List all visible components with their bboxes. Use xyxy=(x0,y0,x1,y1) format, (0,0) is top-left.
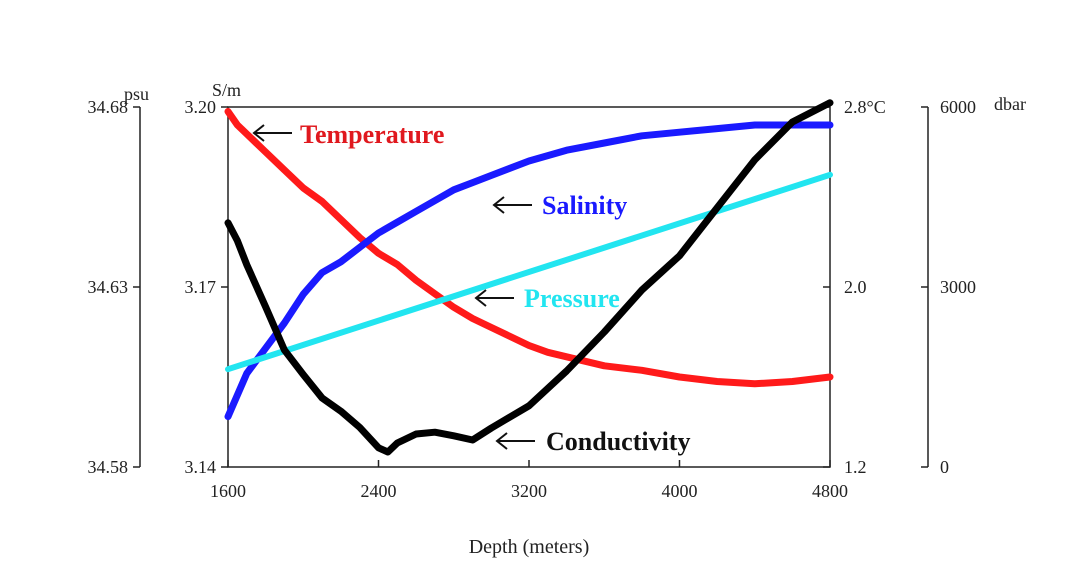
pressure-tick-label: 3000 xyxy=(940,277,976,297)
salinity-tick-label: 34.63 xyxy=(88,277,129,297)
y-axis-ticks: 34.58 34.63 34.68 3.14 3.17 3.20 1.2 2.0 2.8°C 0 3… xyxy=(88,97,977,477)
pressure-tick-label: 6000 xyxy=(940,97,976,117)
pressure-tick-label: 0 xyxy=(940,457,949,477)
temperature-annotation: Temperature xyxy=(252,120,444,149)
conductivity-annotation: Conductivity xyxy=(495,427,690,456)
pressure-annotation: Pressure xyxy=(474,284,620,313)
pressure-arrow xyxy=(474,289,514,307)
salinity-tick-label: 34.58 xyxy=(88,457,129,477)
temperature-series-line xyxy=(224,108,834,388)
temperature-tick-label: 2.0 xyxy=(844,277,867,297)
conductivity-tick-label: 3.17 xyxy=(185,277,217,297)
salinity-series-line xyxy=(224,121,834,421)
x-tick-label: 4800 xyxy=(812,481,848,501)
salinity-tick-label: 34.68 xyxy=(88,97,129,117)
conductivity-series-line xyxy=(224,99,834,456)
salinity-unit-label: psu xyxy=(124,84,149,104)
pressure-series-line xyxy=(225,171,833,373)
salinity-annotation: Salinity xyxy=(492,191,627,220)
salinity-arrow xyxy=(492,196,532,214)
temperature-label: Temperature xyxy=(300,120,444,149)
temperature-arrow xyxy=(252,124,292,142)
conductivity-unit-label: S/m xyxy=(212,80,241,100)
x-tick-label: 4000 xyxy=(662,481,698,501)
series-lines xyxy=(224,99,834,456)
conductivity-tick-label: 3.20 xyxy=(185,97,217,117)
pressure-label: Pressure xyxy=(524,284,620,313)
x-axis-ticks: 1600 2400 3200 4000 4800 xyxy=(210,460,848,501)
salinity-label: Salinity xyxy=(542,191,627,220)
pressure-unit-label: dbar xyxy=(994,94,1026,114)
x-tick-label: 3200 xyxy=(511,481,547,501)
x-axis-label: Depth (meters) xyxy=(469,536,590,558)
conductivity-arrow xyxy=(495,432,535,450)
x-tick-label: 1600 xyxy=(210,481,246,501)
x-tick-label: 2400 xyxy=(361,481,397,501)
temperature-tick-label: 2.8°C xyxy=(844,97,886,117)
temperature-tick-label: 1.2 xyxy=(844,457,867,477)
conductivity-tick-label: 3.14 xyxy=(185,457,217,477)
conductivity-label: Conductivity xyxy=(546,427,690,456)
